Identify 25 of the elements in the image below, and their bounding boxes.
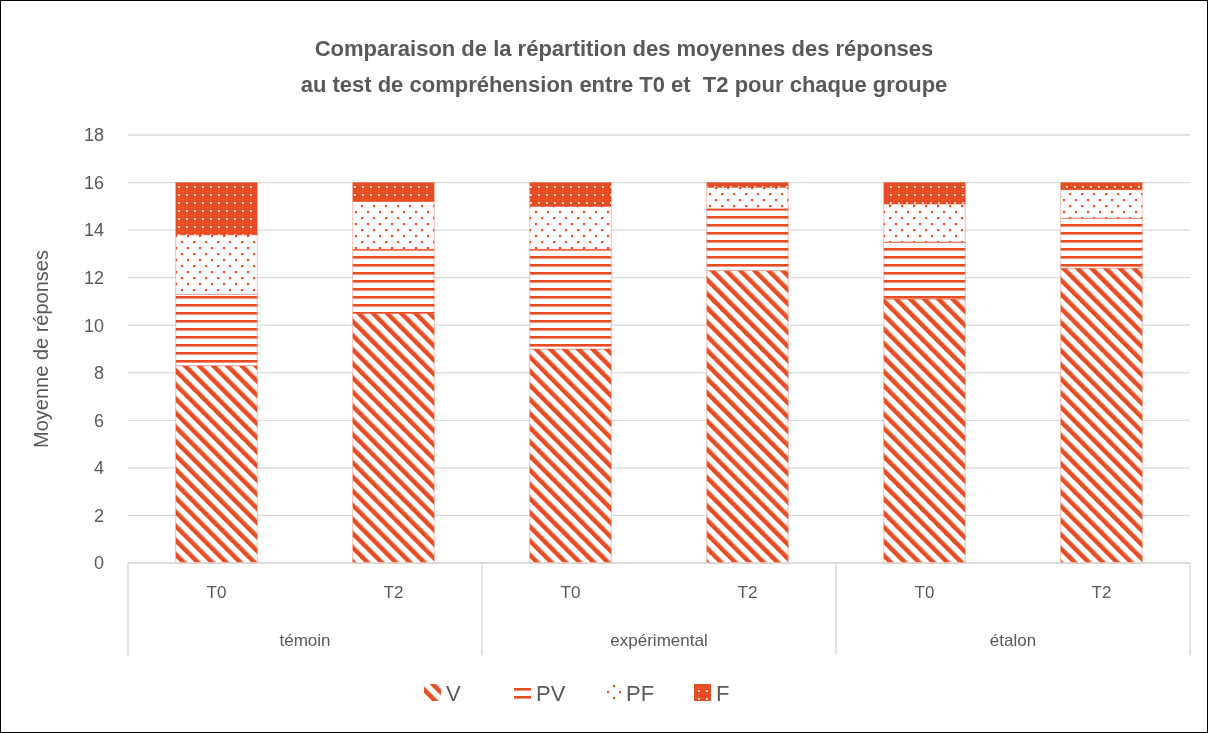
legend-label: F xyxy=(716,680,730,706)
legend-label: V xyxy=(446,680,461,706)
legend-label: PF xyxy=(626,680,655,706)
y-tick-label: 18 xyxy=(83,125,104,146)
x-tick-label: T0 xyxy=(560,583,581,602)
x-tick-label: T2 xyxy=(1091,583,1112,602)
y-tick-label: 10 xyxy=(83,315,104,336)
y-tick-label: 12 xyxy=(83,267,104,288)
text: expérimental xyxy=(610,631,708,650)
y-tick-label: 14 xyxy=(83,220,104,241)
text: étalon xyxy=(989,631,1037,650)
x-tick-label: T0 xyxy=(914,583,935,602)
y-tick-label: 16 xyxy=(83,172,104,193)
x-tick-label: T2 xyxy=(737,583,758,602)
y-tick-label: 4 xyxy=(93,458,104,479)
y-tick-label: 6 xyxy=(93,410,104,431)
y-tick-label: 2 xyxy=(93,505,104,526)
y-axis-title: Moyenne de réponses xyxy=(30,250,52,448)
x-tick-label: T0 xyxy=(206,583,227,602)
x-tick-label: T2 xyxy=(383,583,404,602)
y-tick-label: 0 xyxy=(93,553,104,574)
chart-title: Comparaison de la répartition des moyennes des réponses au test de compréhension entre T0 et T2 pour chaque groupe xyxy=(300,36,948,97)
text: témoin xyxy=(279,631,331,650)
y-tick-label: 8 xyxy=(93,363,104,384)
legend-label: PV xyxy=(536,680,566,706)
